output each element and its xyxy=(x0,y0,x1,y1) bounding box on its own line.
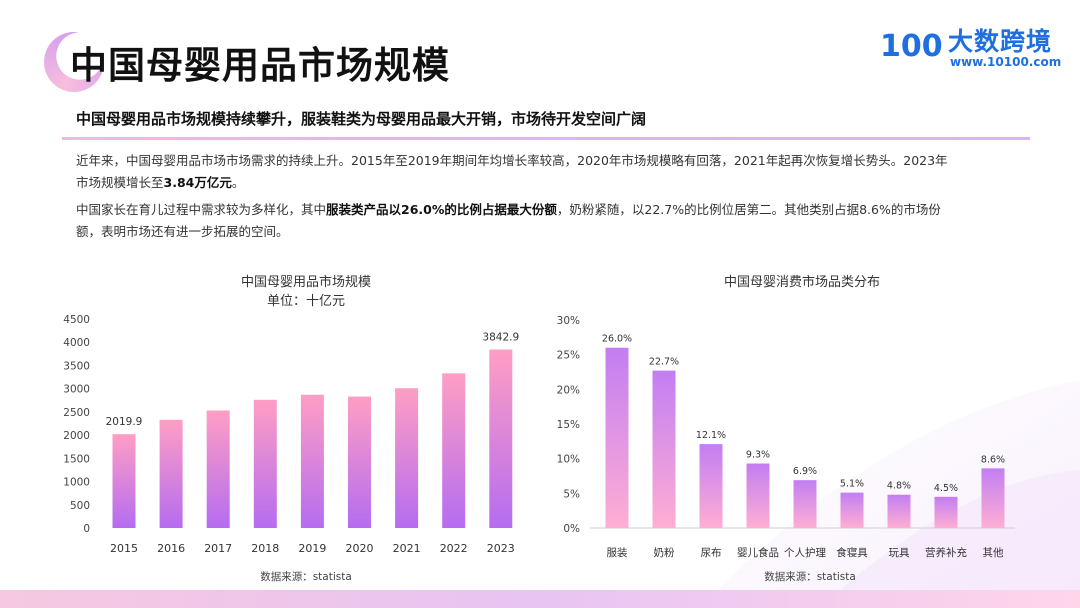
chart1-y-tick-label: 3500 xyxy=(63,360,90,372)
footer-band xyxy=(0,590,1080,608)
chart2-x-tick-label: 奶粉 xyxy=(654,546,675,559)
text-span: ，奶粉紧随，以22.7%的比例位居第二。其他类别占据8.6%的市场份 xyxy=(556,202,941,217)
chart2-data-label: 9.3% xyxy=(746,450,770,461)
chart2-x-tick-label: 食寝具 xyxy=(836,546,868,559)
chart1-y-tick-label: 0 xyxy=(83,523,90,535)
chart2-bar xyxy=(840,492,864,528)
chart2-data-label: 6.9% xyxy=(793,466,817,477)
chart2-y-tick-label: 5% xyxy=(563,488,580,500)
chart1-bar xyxy=(442,373,466,528)
chart2-source: 数据来源：statista xyxy=(764,570,856,583)
chart1-data-label: 3842.9 xyxy=(482,332,519,344)
chart2-data-label: 26.0% xyxy=(602,334,632,345)
logo-url: www.10100.com xyxy=(950,55,1062,69)
chart1-x-tick-label: 2020 xyxy=(346,542,374,555)
chart2-x-tick-label: 其他 xyxy=(983,546,1004,559)
logo-name: 大数跨境 xyxy=(948,27,1053,56)
chart2-bar xyxy=(652,370,676,528)
paragraph-line: 近年来，中国母婴用品市场市场需求的持续上升。2015年至2019年期间年均增长率… xyxy=(76,153,948,168)
chart1-x-tick-label: 2015 xyxy=(110,542,138,555)
chart2-bar xyxy=(699,444,723,528)
chart2-x-tick-label: 营养补充 xyxy=(925,546,967,559)
chart2-x-tick-label: 婴儿食品 xyxy=(737,546,779,559)
chart2-y-tick-label: 30% xyxy=(557,315,580,327)
brand-logo: 100 大数跨境 www.10100.com xyxy=(878,20,1062,72)
chart2-y-tick-label: 0% xyxy=(563,523,580,535)
paragraph-line: 额，表明市场还有进一步拓展的空间。 xyxy=(76,224,289,239)
chart2-bar xyxy=(605,347,629,528)
chart1-x-tick-label: 2021 xyxy=(393,542,421,555)
chart1-unit: 单位：十亿元 xyxy=(267,294,345,309)
chart1-x-tick-label: 2017 xyxy=(204,542,232,555)
chart1-y-tick-label: 2000 xyxy=(63,430,90,442)
chart2-bar xyxy=(981,468,1005,528)
subtitle-underline xyxy=(62,137,1030,140)
paragraph-line: 中国家长在育儿过程中需求较为多样化，其中服装类产品以26.0%的比例占据最大份额… xyxy=(76,199,1016,221)
chart2-plot: 0% 5% 10% 15% 20% 25% 30% 26.0% 服装 22.7% 奶粉 12.1% 尿布… xyxy=(557,315,1015,559)
chart1-bar xyxy=(489,349,513,528)
chart2-y-tick-label: 10% xyxy=(557,454,580,466)
chart1-bar xyxy=(253,399,277,528)
chart1-y-tick-label: 2500 xyxy=(63,407,90,419)
chart2-data-label: 4.5% xyxy=(934,483,958,494)
chart1-y-tick-label: 1500 xyxy=(63,453,90,465)
chart1-title: 中国母婴用品市场规模 xyxy=(241,274,371,290)
title-decoration-ring xyxy=(44,32,104,92)
logo-mark-text: 100 xyxy=(880,29,943,64)
chart1-x-tick-label: 2016 xyxy=(157,542,185,555)
chart2-y-tick-label: 15% xyxy=(557,419,580,431)
chart2-x-tick-label: 服装 xyxy=(607,546,628,559)
chart1-plot: 0 500 1000 1500 2000 2500 3000 3500 4000 4500 2015… xyxy=(63,314,519,555)
chart1-x-tick-label: 2018 xyxy=(251,542,279,555)
chart1-y-tick-label: 4000 xyxy=(63,337,90,349)
chart1-bar xyxy=(348,396,371,528)
chart1-bar xyxy=(300,394,324,528)
chart1-y-tick-label: 1000 xyxy=(63,477,90,489)
chart2-data-label: 5.1% xyxy=(840,479,864,490)
chart2-x-tick-label: 个人护理 xyxy=(784,546,826,559)
chart1-bar xyxy=(112,434,136,528)
chart1-x-tick-label: 2022 xyxy=(440,542,468,555)
chart1-bar xyxy=(395,388,419,528)
text-span: 。 xyxy=(231,175,245,190)
chart2-x-tick-label: 玩具 xyxy=(889,547,910,559)
chart2-data-label: 22.7% xyxy=(649,357,679,368)
chart1-y-tick-label: 4500 xyxy=(63,314,90,326)
chart2-bar xyxy=(887,494,911,528)
page-title: 中国母婴用品市场规模 xyxy=(70,44,450,87)
chart2-data-label: 4.8% xyxy=(887,481,911,492)
section-subtitle: 中国母婴用品市场规模持续攀升，服装鞋类为母婴用品最大开销，市场待开发空间广阔 xyxy=(76,110,647,128)
paragraph-line: 市场规模增长至3.84万亿元。 xyxy=(76,172,1016,194)
chart2-x-tick-label: 尿布 xyxy=(701,547,722,559)
highlight-text: 服装类产品以26.0%的比例占据最大份额 xyxy=(326,202,557,217)
paragraph-market-trend: 近年来，中国母婴用品市场市场需求的持续上升。2015年至2019年期间年均增长率… xyxy=(76,150,1016,194)
chart2-bar xyxy=(934,496,958,528)
highlight-text: 3.84万亿元 xyxy=(163,175,232,190)
chart2-bar xyxy=(746,463,770,528)
chart2-data-label: 8.6% xyxy=(981,454,1005,465)
chart2-y-tick-label: 20% xyxy=(557,384,580,396)
chart1-bar xyxy=(206,410,230,528)
chart1-source: 数据来源：statista xyxy=(260,570,352,583)
chart2-data-label: 12.1% xyxy=(696,430,726,441)
chart2-bar xyxy=(793,480,817,528)
chart2-y-tick-label: 25% xyxy=(557,350,580,362)
text-span: 市场规模增长至 xyxy=(76,175,164,190)
chart1-x-tick-label: 2023 xyxy=(487,542,515,555)
chart2-title: 中国母婴消费市场品类分布 xyxy=(724,274,880,290)
chart1-x-tick-label: 2019 xyxy=(298,542,326,555)
chart1-y-tick-label: 3000 xyxy=(63,384,90,396)
logo-mark-icon: 100 xyxy=(880,29,943,64)
chart1-data-label: 2019.9 xyxy=(106,416,143,428)
text-span: 中国家长在育儿过程中需求较为多样化，其中 xyxy=(76,202,327,217)
chart1-bar xyxy=(159,419,183,528)
chart1-y-tick-label: 500 xyxy=(70,500,90,512)
paragraph-category-share: 中国家长在育儿过程中需求较为多样化，其中服装类产品以26.0%的比例占据最大份额… xyxy=(76,199,1016,243)
